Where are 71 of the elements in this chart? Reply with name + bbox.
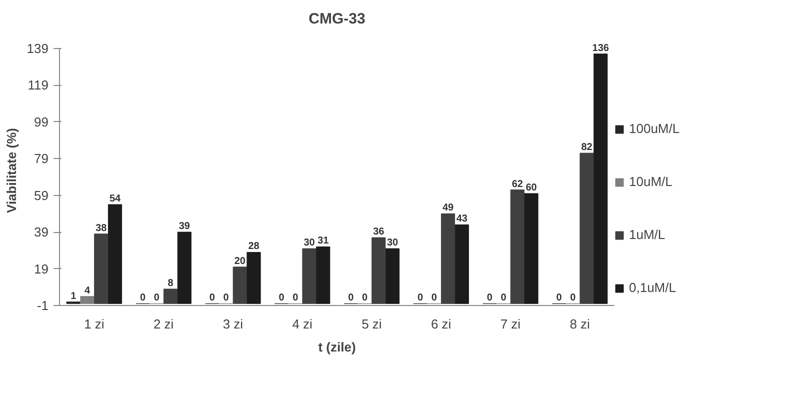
data-label: 43 xyxy=(456,214,468,225)
data-label: 0 xyxy=(500,292,507,304)
bar xyxy=(163,288,178,304)
legend-label: 1uM/L xyxy=(629,227,666,242)
x-tick-label: 5 zi xyxy=(362,316,382,332)
bar xyxy=(246,252,261,304)
y-tick-label: 19 xyxy=(34,261,49,276)
x-tick-label: 8 zi xyxy=(570,316,590,332)
x-tick-label: 6 zi xyxy=(430,316,452,332)
bar xyxy=(302,248,316,304)
x-tick-label: 4 zi xyxy=(292,316,313,332)
y-tick-label: 99 xyxy=(34,114,49,130)
y-tick-label: 39 xyxy=(34,224,49,240)
data-label: 0 xyxy=(348,292,354,304)
data-label: 4 xyxy=(84,285,90,296)
x-tick-label: 3 zi xyxy=(222,316,244,332)
data-label: 0 xyxy=(209,292,216,304)
data-label: 30 xyxy=(304,238,316,249)
data-label: 0 xyxy=(486,292,493,304)
data-label: 8 xyxy=(168,278,174,289)
data-label: 1 xyxy=(70,290,77,302)
bar xyxy=(454,224,469,304)
data-label: 136 xyxy=(592,42,610,54)
data-label: 31 xyxy=(318,236,330,247)
data-label: 0 xyxy=(292,292,299,304)
y-tick-label: 119 xyxy=(28,78,49,93)
bar xyxy=(108,204,122,304)
data-label: 82 xyxy=(581,142,593,154)
data-label: 0 xyxy=(140,292,146,304)
data-label: 0 xyxy=(556,292,562,304)
y-tick-label: -1 xyxy=(36,298,49,313)
legend-label: 100uM/L xyxy=(629,121,680,136)
x-tick-label: 2 zi xyxy=(153,316,174,332)
data-label: 38 xyxy=(96,222,108,234)
legend-label: 0,1uM/L xyxy=(629,280,676,295)
bar xyxy=(524,193,538,304)
data-label: 0 xyxy=(223,292,230,304)
bar xyxy=(177,232,192,304)
data-label: 20 xyxy=(234,256,246,267)
y-tick-label: 139 xyxy=(26,40,49,56)
data-label: 49 xyxy=(442,202,454,214)
y-tick-label: 79 xyxy=(34,151,49,166)
data-label: 0 xyxy=(431,292,438,304)
chart-title: CMG-33 xyxy=(308,10,366,28)
x-tick-label: 1 zi xyxy=(84,316,104,332)
y-tick-label: 59 xyxy=(34,188,49,203)
data-label: 60 xyxy=(526,182,538,194)
bar xyxy=(232,266,247,304)
bar xyxy=(94,234,108,304)
data-label: 0 xyxy=(570,292,576,304)
bar xyxy=(440,213,456,304)
legend-label: 10uM/L xyxy=(629,174,672,189)
data-label: 36 xyxy=(373,226,385,238)
data-label: 39 xyxy=(178,221,190,232)
bar xyxy=(510,190,524,304)
data-label: 62 xyxy=(512,178,524,190)
data-label: 30 xyxy=(386,238,398,249)
data-label: 54 xyxy=(109,193,121,204)
y-axis-title: Viabilitate (%) xyxy=(4,128,19,213)
data-label: 0 xyxy=(362,292,368,304)
x-axis-title: t (zile) xyxy=(318,340,356,354)
data-label: 0 xyxy=(417,292,424,304)
x-tick-label: 7 zi xyxy=(500,316,521,332)
bar xyxy=(316,246,330,304)
data-label: 28 xyxy=(248,241,260,252)
bar xyxy=(594,54,608,304)
data-label: 0 xyxy=(278,292,285,304)
bar xyxy=(385,248,400,304)
data-label: 0 xyxy=(154,292,160,304)
bar xyxy=(372,237,386,304)
bar xyxy=(580,152,594,304)
